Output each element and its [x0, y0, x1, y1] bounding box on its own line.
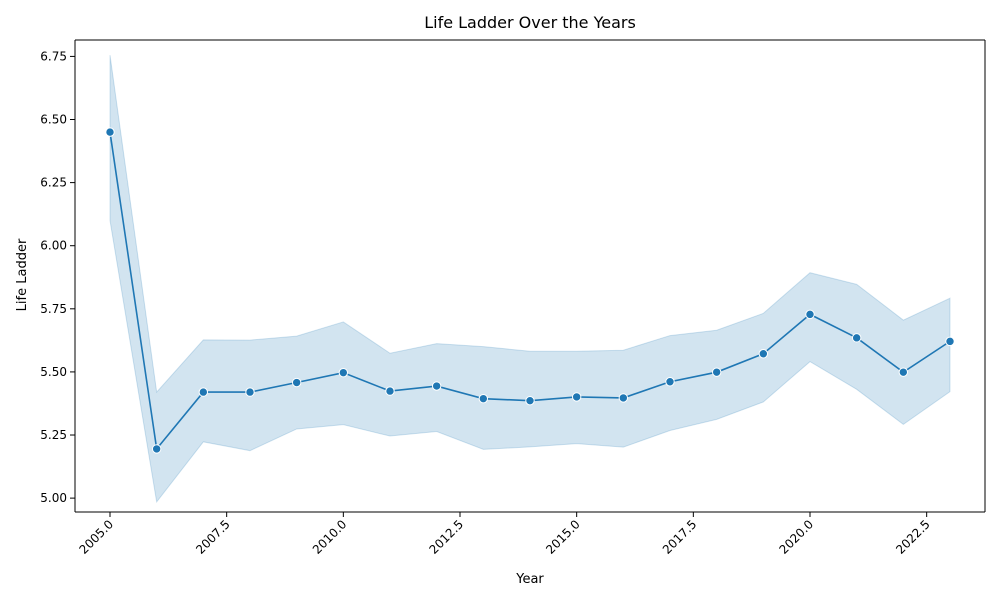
data-point [805, 309, 815, 320]
x-tick-label: 2012.5 [427, 517, 467, 557]
x-tick-label: 2017.5 [660, 517, 700, 557]
x-tick-label: 2020.0 [777, 517, 817, 557]
data-point [245, 387, 255, 397]
y-tick-label: 5.00 [40, 491, 67, 505]
data-point [711, 367, 722, 377]
plot-area [74, 39, 986, 513]
y-tick-label: 6.00 [40, 239, 67, 253]
y-tick-label: 5.75 [40, 302, 67, 316]
y-tick-label: 5.25 [40, 428, 67, 442]
data-point [478, 393, 489, 404]
x-tick-label: 2005.0 [77, 517, 117, 557]
data-point [198, 387, 209, 397]
y-tick-label: 6.75 [40, 49, 67, 63]
chart-title: Life Ladder Over the Years [424, 13, 636, 32]
y-tick-label: 5.50 [40, 365, 67, 379]
y-axis: 5.00 5.25 5.50 5.75 6.00 6.25 6.50 6.75 [40, 49, 75, 505]
x-tick-label: 2007.5 [193, 517, 233, 557]
data-point [618, 393, 629, 403]
y-axis-label: Life Ladder [15, 238, 30, 311]
x-tick-label: 2015.0 [543, 517, 583, 557]
x-axis: 2005.0 2007.5 2010.0 2012.5 2015.0 2017.5 2020… [77, 512, 933, 557]
data-point [431, 381, 442, 391]
x-axis-label: Year [515, 572, 544, 587]
confidence-band [109, 55, 951, 504]
data-point [338, 367, 349, 378]
data-point [758, 349, 769, 359]
data-point [665, 377, 675, 387]
data-point [945, 336, 955, 347]
data-point [105, 127, 115, 137]
data-point [151, 444, 162, 454]
data-point [571, 392, 582, 402]
y-tick-label: 6.50 [40, 113, 67, 127]
data-point [291, 377, 302, 388]
data-point [898, 367, 909, 377]
data-point [851, 333, 862, 343]
y-tick-label: 6.25 [40, 176, 67, 190]
x-tick-label: 2022.5 [893, 517, 933, 557]
data-point [385, 386, 395, 396]
x-tick-label: 2010.0 [310, 517, 350, 557]
data-point [525, 395, 535, 406]
